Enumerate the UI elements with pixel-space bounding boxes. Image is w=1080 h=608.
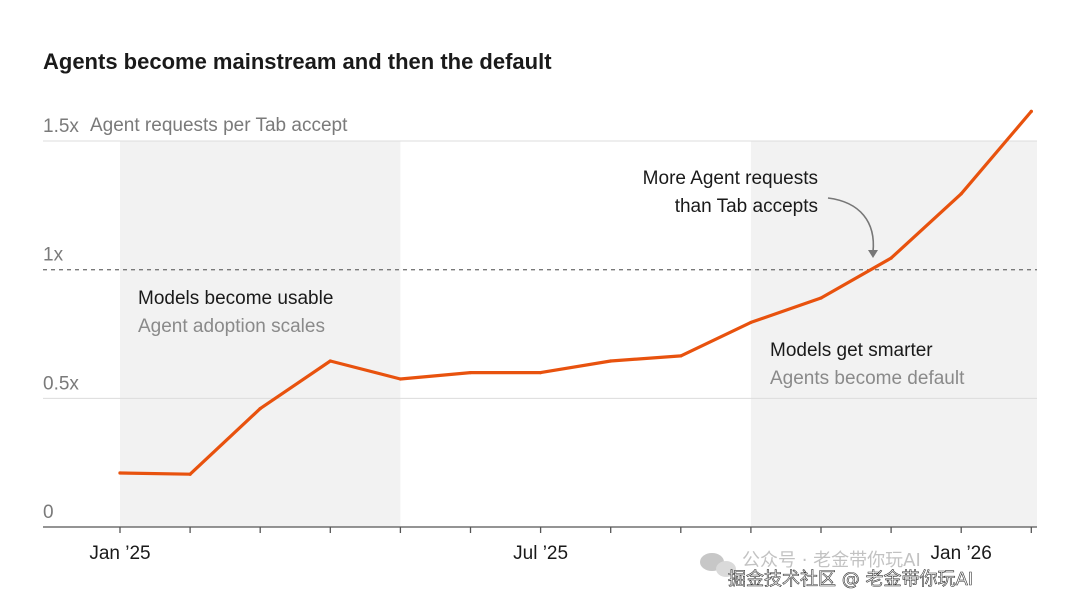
y-tick-label: 1.5x	[43, 116, 79, 137]
data-point	[889, 256, 893, 260]
data-point	[258, 407, 262, 411]
wechat-icon	[700, 553, 736, 577]
data-point	[188, 472, 192, 476]
annotations: Models become usable Agent adoption scale…	[138, 168, 965, 389]
y-tick-label: 0.5x	[43, 373, 79, 394]
x-tick-label: Jan ’25	[89, 543, 150, 564]
data-point	[539, 371, 543, 375]
gridlines	[43, 140, 1037, 399]
watermark: 公众号 · 老金带你玩AI 掘金技术社区 @ 老金带你玩AI	[700, 550, 973, 590]
annotation-arrow	[827, 197, 875, 253]
data-point	[609, 359, 613, 363]
annotation-arrowhead	[868, 250, 878, 258]
region-1-sublabel: Agent adoption scales	[138, 316, 325, 337]
data-point	[819, 296, 823, 300]
shaded-region-2	[750, 141, 1037, 527]
region-1-label: Models become usable	[138, 288, 333, 309]
series	[118, 109, 1033, 476]
y-tick-label: 0	[43, 502, 54, 523]
x-tick-label: Jan ’26	[931, 543, 992, 564]
x-axis: Jan ’25 Jul ’25 Jan ’26	[43, 526, 1037, 564]
data-point	[959, 192, 963, 196]
watermark-line-1: 公众号 · 老金带你玩AI	[742, 550, 921, 571]
annotation-line-2: than Tab accepts	[675, 196, 818, 217]
region-2-sublabel: Agents become default	[770, 368, 965, 389]
x-tick-label: Jul ’25	[513, 543, 568, 564]
series-line	[118, 109, 1033, 476]
data-point	[398, 377, 402, 381]
data-point	[679, 354, 683, 358]
annotation-line-1: More Agent requests	[643, 168, 818, 189]
shaded-region-1	[120, 141, 401, 527]
data-point	[118, 471, 122, 475]
shaded-regions	[120, 141, 1037, 527]
data-point	[749, 320, 753, 325]
y-axis-ticks: 0 0.5x 1x 1.5x	[43, 116, 79, 523]
region-2-label: Models get smarter	[770, 340, 933, 361]
data-point	[328, 359, 332, 363]
chart-title: Agents become mainstream and then the de…	[43, 49, 552, 74]
y-tick-label: 1x	[43, 245, 64, 266]
data-point	[1029, 109, 1033, 114]
watermark-line-2: 掘金技术社区 @ 老金带你玩AI	[728, 569, 973, 590]
y-axis-label: Agent requests per Tab accept	[90, 115, 348, 136]
data-point	[468, 371, 473, 375]
